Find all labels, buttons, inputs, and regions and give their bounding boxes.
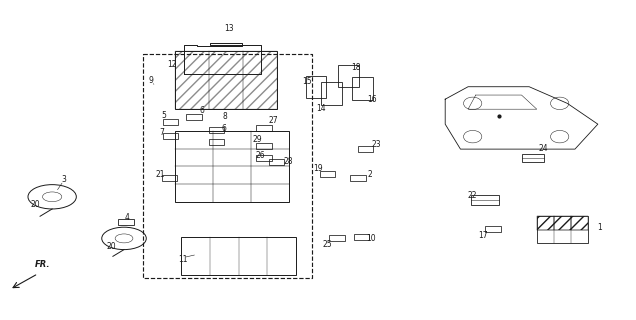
- Bar: [522, 154, 544, 163]
- Text: 8: 8: [223, 112, 228, 121]
- Text: 28: 28: [284, 157, 293, 166]
- Bar: [256, 142, 272, 149]
- Text: 18: 18: [352, 63, 361, 72]
- Text: 14: 14: [316, 104, 326, 113]
- Bar: [256, 155, 272, 162]
- Text: 22: 22: [468, 191, 477, 200]
- Bar: [352, 77, 373, 100]
- Bar: [209, 139, 224, 146]
- Bar: [485, 226, 501, 232]
- Bar: [471, 195, 499, 205]
- Text: 17: 17: [478, 231, 488, 240]
- Bar: [358, 146, 373, 152]
- Text: 16: 16: [367, 95, 377, 104]
- Text: 21: 21: [156, 170, 165, 179]
- Bar: [162, 174, 177, 181]
- Text: 11: 11: [179, 255, 188, 264]
- Bar: [175, 131, 289, 202]
- Text: 4: 4: [125, 213, 130, 222]
- Text: 26: 26: [256, 151, 266, 160]
- Text: 10: 10: [366, 234, 376, 243]
- Bar: [329, 235, 345, 242]
- Text: 25: 25: [322, 240, 333, 249]
- Bar: [186, 114, 202, 120]
- Bar: [256, 125, 272, 131]
- Bar: [209, 126, 224, 133]
- Text: 6: 6: [199, 106, 204, 115]
- Text: 12: 12: [167, 60, 176, 68]
- Text: 19: 19: [313, 164, 323, 172]
- Text: 6: 6: [221, 124, 226, 132]
- Text: 9: 9: [149, 76, 154, 84]
- Text: 3: 3: [61, 175, 66, 184]
- Bar: [350, 174, 366, 181]
- Text: 27: 27: [268, 116, 279, 124]
- Text: 20: 20: [106, 242, 116, 251]
- Bar: [181, 237, 296, 275]
- Bar: [321, 82, 342, 105]
- Bar: [175, 51, 277, 109]
- Bar: [163, 133, 178, 139]
- Bar: [118, 219, 134, 226]
- Text: 29: 29: [252, 135, 263, 144]
- Text: 15: 15: [302, 77, 312, 86]
- Text: 2: 2: [368, 170, 373, 179]
- Bar: [269, 158, 284, 165]
- Bar: [163, 118, 178, 125]
- Bar: [320, 171, 335, 178]
- Text: FR.: FR.: [35, 260, 50, 269]
- Bar: [338, 65, 359, 87]
- Bar: [354, 234, 369, 240]
- Text: 1: 1: [597, 223, 602, 232]
- Text: 24: 24: [539, 144, 549, 153]
- Text: 5: 5: [161, 111, 166, 120]
- Bar: [306, 76, 326, 98]
- Text: 23: 23: [371, 140, 382, 149]
- Text: 20: 20: [30, 200, 40, 209]
- Text: 7: 7: [160, 128, 165, 137]
- Text: 13: 13: [224, 24, 234, 33]
- Bar: [537, 216, 588, 243]
